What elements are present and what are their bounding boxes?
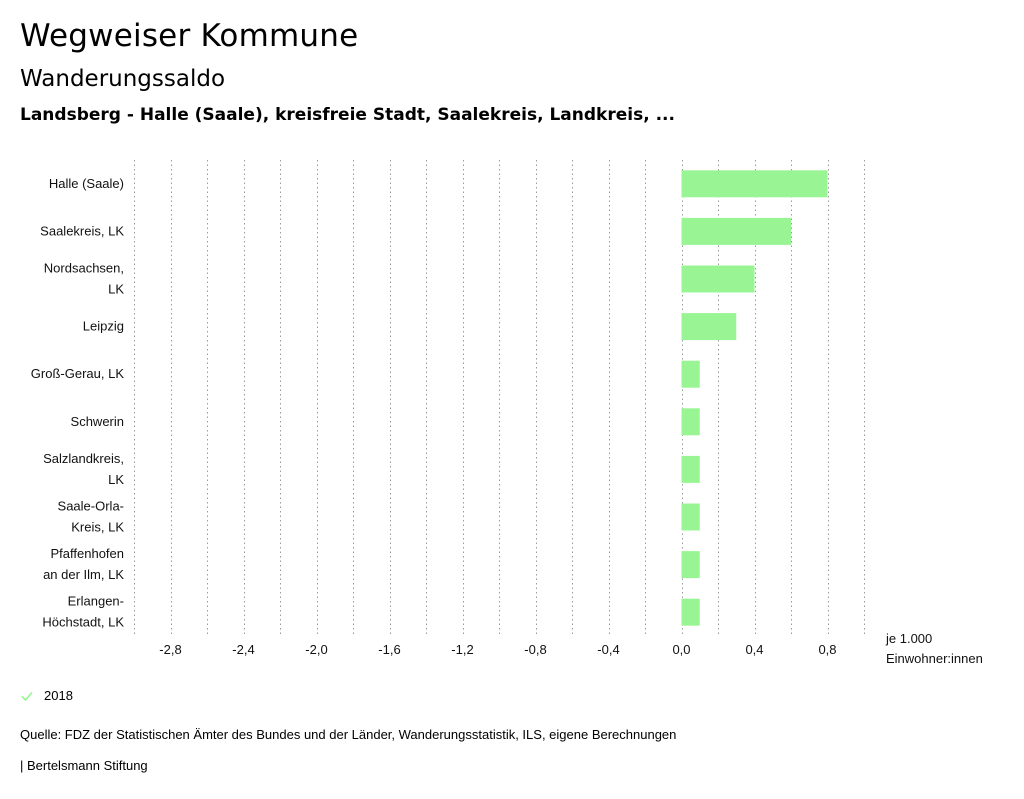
category-label-8: Pfaffenhofen an der Ilm, LK [43,546,124,582]
x-axis-label: je 1.000 Einwohner:innen [885,631,983,666]
bar-1[interactable] [681,217,792,245]
x-tick-label-0: -2,8 [159,642,181,657]
category-label-9: Erlangen-Höchstadt, LK [42,594,124,630]
bars [681,170,828,626]
x-tick-labels: -2,8 -2,4 -2,0 -1,6 -1,2 -0,8 -0,4 0,0 0,4 0,8 [159,642,836,657]
chart-title: Wegweiser Kommune [20,18,359,54]
chart-subtitle: Wanderungssaldo [20,66,226,92]
category-label-4: Groß-Gerau, LK [31,366,125,381]
category-labels: Halle (Saale) Saalekreis, LK Nordsachsen, L… [31,176,125,630]
x-tick-label-4: -1,2 [451,642,473,657]
bar-2[interactable] [681,265,755,293]
bar-3[interactable] [681,313,737,341]
x-tick-label-8: 0,4 [745,642,763,657]
category-label-0: Halle (Saale) [49,176,124,191]
bar-chart: Halle (Saale) Saalekreis, LK Nordsachsen, L… [31,160,983,666]
category-label-1: Saalekreis, LK [40,223,124,238]
category-label-6: Salzlandkreis, LK [43,451,124,487]
region-label: Landsberg - Halle (Saale), kreisfreie St… [20,105,675,125]
x-tick-label-5: -0,8 [524,642,546,657]
bar-6[interactable] [681,455,700,483]
category-label-3: Leipzig [83,319,124,334]
bar-9[interactable] [681,598,700,626]
x-tick-label-3: -1,6 [378,642,400,657]
bar-7[interactable] [681,503,700,531]
bar-8[interactable] [681,551,700,579]
x-tick-label-9: 0,8 [818,642,836,657]
x-tick-label-7: 0,0 [672,642,690,657]
source-note: Quelle: FDZ der Statistischen Ämter des … [20,727,677,742]
x-tick-label-6: -0,4 [597,642,619,657]
bar-0[interactable] [681,170,828,198]
legend-label: 2018 [44,688,73,703]
x-tick-label-2: -2,0 [305,642,327,657]
category-label-5: Schwerin [71,414,124,429]
check-icon [21,691,33,701]
bar-5[interactable] [681,408,700,436]
category-label-7: Saale-Orla-Kreis, LK [58,499,125,535]
category-label-2: Nordsachsen, LK [44,261,125,297]
x-axis-unit: je 1.000 Einwohner:innen [885,631,983,666]
legend[interactable]: 2018 [20,688,73,703]
bar-4[interactable] [681,360,700,388]
publisher-note: | Bertelsmann Stiftung [20,758,148,773]
x-tick-label-1: -2,4 [232,642,254,657]
